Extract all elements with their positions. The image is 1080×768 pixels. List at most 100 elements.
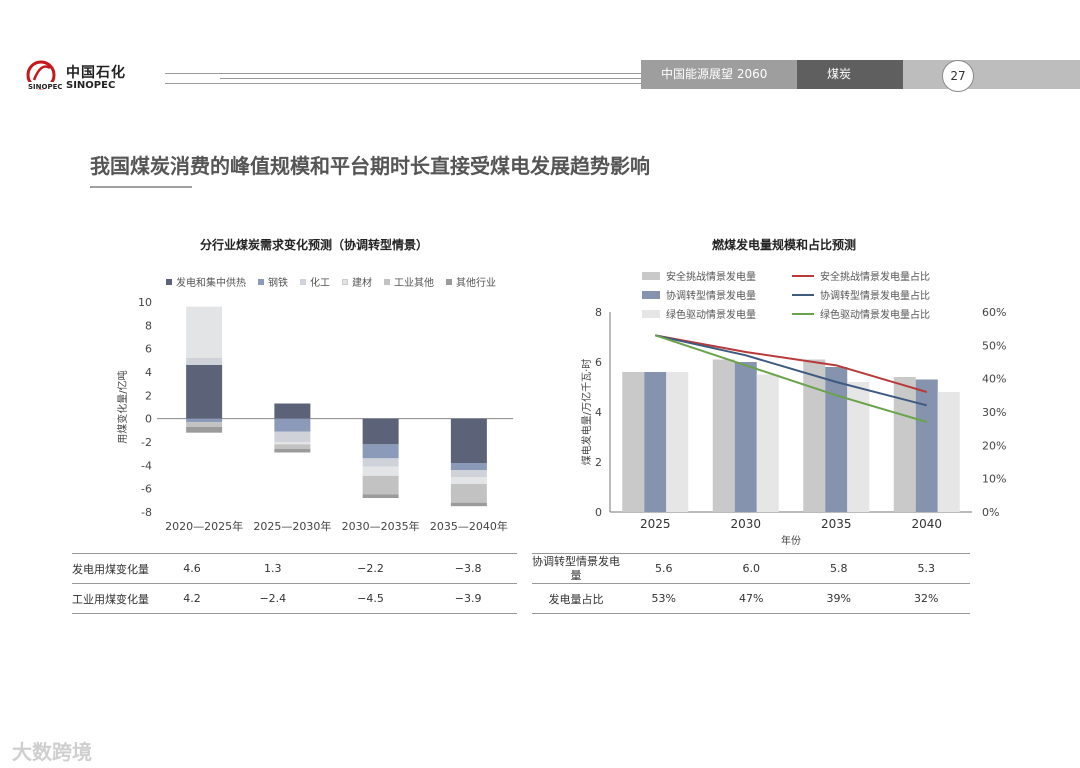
table-cell: −4.5 xyxy=(321,583,420,614)
y-tick-label: -4 xyxy=(141,459,152,472)
bar-segment xyxy=(450,477,487,484)
bar-segment xyxy=(186,306,223,358)
legend-label: 协调转型情景发电量 xyxy=(666,291,756,302)
watermark-text: 大数跨境 xyxy=(12,740,92,764)
bar xyxy=(666,372,689,512)
table-cell: 6.0 xyxy=(707,553,795,584)
bar-segment xyxy=(450,502,487,507)
left-chart: 10 8 6 4 2 0 -2 -4 -6 -8 用煤变化量/亿吨 2020—2025年 2025—20… xyxy=(116,296,513,533)
header-section-report: 中国能源展望 2060 xyxy=(641,60,797,89)
right-legend: 安全挑战情景发电量 安全挑战情景发电量占比 协调转型情景发电量 协调转型情景发电… xyxy=(642,268,952,321)
legend-swatch xyxy=(642,290,660,299)
legend-label: 化工 xyxy=(310,278,330,289)
bar-segment xyxy=(362,418,399,445)
table-row-label: 发电量占比 xyxy=(532,583,620,614)
legend-item-safety-bar: 安全挑战情景发电量 xyxy=(642,268,792,283)
y-tick-label: 0 xyxy=(595,506,602,519)
y-tick-label: 4 xyxy=(145,366,152,379)
x-tick-label: 2035 xyxy=(821,517,852,531)
header-bar-end xyxy=(903,60,1080,89)
x-tick-label: 2030 xyxy=(730,517,761,531)
y2-tick-label: 50% xyxy=(982,339,1006,352)
right-data-table: 协调转型情景发电量 5.6 6.0 5.8 5.3 发电量占比 53% 47% … xyxy=(532,553,970,614)
y2-tick-label: 0% xyxy=(982,506,999,519)
left-chart-title: 分行业煤炭需求变化预测（协调转型情景） xyxy=(200,238,429,252)
header-rule xyxy=(165,83,641,84)
legend-item-safety-line: 安全挑战情景发电量占比 xyxy=(792,268,952,283)
series-line xyxy=(655,334,927,407)
table-row-label: 工业用煤变化量 xyxy=(72,583,160,614)
bar-segment xyxy=(186,422,223,427)
logo-chinese-text: 中国石化 xyxy=(66,65,126,81)
table-cell: 47% xyxy=(707,583,795,614)
y-tick-label: 8 xyxy=(145,319,152,332)
legend-item-industry-other: 工业其他 xyxy=(384,274,434,289)
left-legend: 发电和集中供热 钢铁 化工 建材 工业其他 其他行业 xyxy=(166,274,496,289)
table-row-label: 协调转型情景发电量 xyxy=(532,553,620,584)
bar xyxy=(712,359,735,512)
table-cell: −3.9 xyxy=(419,583,517,614)
left-data-table: 发电用煤变化量 4.6 1.3 −2.2 −3.8 工业用煤变化量 4.2 −2… xyxy=(72,553,517,614)
table-row-label: 发电用煤变化量 xyxy=(72,553,160,584)
x-tick-label: 2025 xyxy=(640,517,671,531)
table-cell: −3.8 xyxy=(419,553,517,584)
y2-tick-label: 10% xyxy=(982,473,1006,486)
legend-item-green-line: 绿色驱动情景发电量占比 xyxy=(792,306,952,321)
bar xyxy=(893,377,916,512)
table-row: 协调转型情景发电量 5.6 6.0 5.8 5.3 xyxy=(532,553,970,584)
bar-segment xyxy=(186,365,223,419)
y2-tick-label: 40% xyxy=(982,373,1006,386)
legend-swatch xyxy=(342,278,348,285)
bar-segment xyxy=(450,470,487,477)
y2-tick-label: 30% xyxy=(982,406,1006,419)
legend-swatch xyxy=(166,278,172,285)
bar xyxy=(756,374,779,512)
y-tick-label: 6 xyxy=(145,343,152,356)
bar-segment xyxy=(450,484,487,503)
legend-label: 工业其他 xyxy=(394,278,434,289)
legend-label: 协调转型情景发电量占比 xyxy=(820,291,930,302)
legend-line xyxy=(792,293,814,296)
legend-swatch xyxy=(384,278,390,285)
table-row: 发电用煤变化量 4.6 1.3 −2.2 −3.8 xyxy=(72,553,517,584)
table-cell: 32% xyxy=(882,583,970,614)
x-axis-label: 年份 xyxy=(781,534,801,547)
bar-segment xyxy=(274,444,311,449)
y2-tick-label: 60% xyxy=(982,306,1006,319)
legend-swatch xyxy=(642,309,660,318)
logo-english-text: SINOPEC xyxy=(66,80,116,91)
table-cell: −2.4 xyxy=(223,583,322,614)
y-tick-label: -2 xyxy=(141,436,152,449)
bar xyxy=(622,372,645,512)
y-axis-label: 煤电发电量/万亿千瓦·时 xyxy=(580,359,593,466)
y-axis-label: 用煤变化量/亿吨 xyxy=(116,370,129,443)
x-tick-label: 2035—2040年 xyxy=(430,519,508,533)
header-rule xyxy=(220,78,641,79)
bar-segment xyxy=(362,475,399,495)
table-cell: 5.3 xyxy=(882,553,970,584)
legend-item-power: 发电和集中供热 xyxy=(166,274,246,289)
legend-label: 绿色驱动情景发电量 xyxy=(666,310,756,321)
y-tick-label: -8 xyxy=(141,506,152,519)
legend-label: 安全挑战情景发电量 xyxy=(666,272,756,283)
bar xyxy=(734,362,757,512)
x-tick-label: 2030—2035年 xyxy=(342,519,420,533)
legend-item-green-bar: 绿色驱动情景发电量 xyxy=(642,306,792,321)
bar xyxy=(644,372,667,512)
legend-line xyxy=(792,312,814,315)
legend-swatch xyxy=(642,271,660,280)
y-tick-label: 4 xyxy=(595,406,602,419)
table-row: 发电量占比 53% 47% 39% 32% xyxy=(532,583,970,614)
right-chart-title: 燃煤发电量规模和占比预测 xyxy=(712,238,857,252)
page-title: 我国煤炭消费的峰值规模和平台期时长直接受煤电发展趋势影响 xyxy=(90,154,650,178)
y-tick-label: 2 xyxy=(595,456,602,469)
table-cell: −2.2 xyxy=(321,553,420,584)
legend-label: 发电和集中供热 xyxy=(176,278,246,289)
table-cell: 5.8 xyxy=(795,553,883,584)
bar-segment xyxy=(450,463,487,470)
title-underline xyxy=(90,186,192,188)
y-tick-label: 2 xyxy=(145,389,152,402)
legend-swatch xyxy=(300,278,306,285)
legend-item-other: 其他行业 xyxy=(446,274,496,289)
y-tick-label: -6 xyxy=(141,483,152,496)
